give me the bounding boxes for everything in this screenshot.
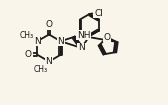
Text: Cl: Cl <box>94 9 103 18</box>
Text: NH: NH <box>77 31 90 40</box>
Text: N: N <box>46 57 52 66</box>
Text: CH₃: CH₃ <box>34 65 48 74</box>
Text: O: O <box>103 33 111 42</box>
Text: N: N <box>57 37 64 46</box>
Text: O: O <box>46 20 52 29</box>
Text: O: O <box>25 50 32 59</box>
Text: N: N <box>78 43 85 52</box>
Text: CH₃: CH₃ <box>19 31 33 40</box>
Text: N: N <box>34 37 41 46</box>
